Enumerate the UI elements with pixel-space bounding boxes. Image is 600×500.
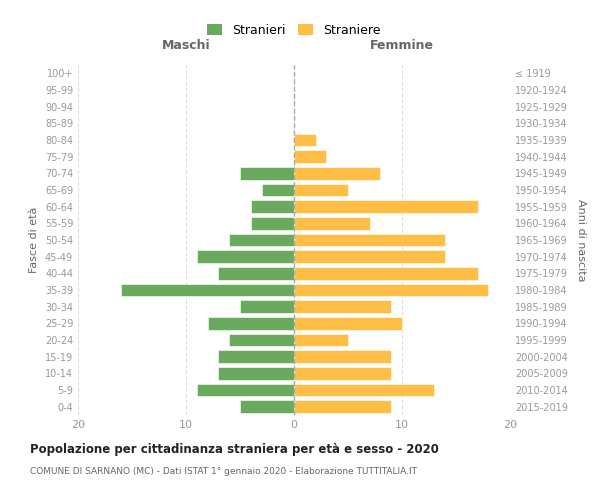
Bar [294, 400, 391, 413]
Bar [240, 300, 294, 313]
Y-axis label: Anni di nascita: Anni di nascita [576, 198, 586, 281]
Text: COMUNE DI SARNANO (MC) - Dati ISTAT 1° gennaio 2020 - Elaborazione TUTTITALIA.IT: COMUNE DI SARNANO (MC) - Dati ISTAT 1° g… [30, 468, 417, 476]
Text: Popolazione per cittadinanza straniera per età e sesso - 2020: Popolazione per cittadinanza straniera p… [30, 442, 439, 456]
Text: Maschi: Maschi [161, 38, 211, 52]
Bar [218, 267, 294, 280]
Bar [294, 200, 478, 213]
Bar [294, 350, 391, 363]
Bar [218, 367, 294, 380]
Bar [294, 167, 380, 179]
Legend: Stranieri, Straniere: Stranieri, Straniere [202, 18, 386, 42]
Bar [240, 167, 294, 179]
Bar [294, 284, 488, 296]
Bar [294, 300, 391, 313]
Y-axis label: Fasce di età: Fasce di età [29, 207, 39, 273]
Bar [294, 134, 316, 146]
Bar [262, 184, 294, 196]
Bar [294, 317, 402, 330]
Bar [218, 350, 294, 363]
Bar [197, 384, 294, 396]
Bar [251, 217, 294, 230]
Bar [229, 234, 294, 246]
Bar [251, 200, 294, 213]
Bar [229, 334, 294, 346]
Bar [294, 367, 391, 380]
Bar [294, 150, 326, 163]
Bar [240, 400, 294, 413]
Bar [294, 184, 348, 196]
Bar [294, 334, 348, 346]
Bar [121, 284, 294, 296]
Bar [208, 317, 294, 330]
Bar [294, 267, 478, 280]
Text: Femmine: Femmine [370, 38, 434, 52]
Bar [294, 250, 445, 263]
Bar [294, 384, 434, 396]
Bar [197, 250, 294, 263]
Bar [294, 217, 370, 230]
Bar [294, 234, 445, 246]
